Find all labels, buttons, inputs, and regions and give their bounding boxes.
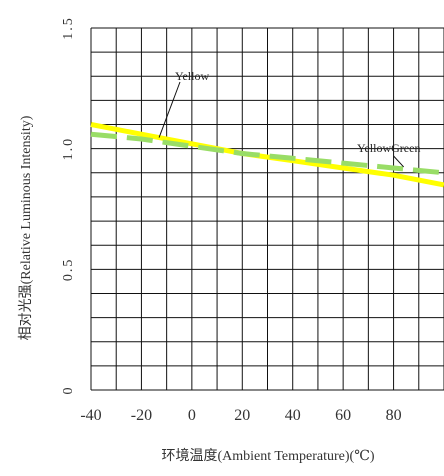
x-tick-label: 20	[234, 407, 250, 424]
series-layer	[90, 122, 444, 188]
series-line-yellow	[90, 122, 444, 188]
x-tick-label: 40	[285, 407, 301, 424]
y-tick-label: 1.0	[61, 137, 76, 161]
y-tick-label: 0	[61, 386, 76, 395]
x-tick-label: 60	[335, 407, 351, 424]
leader-line-yellow	[158, 81, 181, 138]
leader-line-yellowgreen	[393, 155, 405, 168]
series-line-yellowgreen	[90, 131, 444, 176]
label-yellowgreen: YellowGreen	[357, 141, 420, 155]
grid	[90, 27, 444, 391]
label-yellow: Yellow	[175, 69, 209, 83]
x-tick-label: -20	[131, 407, 152, 424]
y-tick-label: 0.5	[61, 258, 76, 282]
y-tick-labels: 0 0.5 1.0 1.5	[61, 16, 76, 394]
y-axis-label: 相对光强(Relative Luminous Intensity)	[18, 115, 34, 340]
x-tick-label: 80	[386, 407, 402, 424]
y-tick-label: 1.5	[61, 16, 76, 40]
series-annotations: Yellow YellowGreen	[158, 69, 420, 168]
x-axis-label: 环境温度(Ambient Temperature)(℃)	[161, 448, 374, 464]
x-tick-label: -40	[80, 407, 101, 424]
x-tick-label: 0	[188, 407, 196, 424]
x-tick-labels: -40 -20 0 20 40 60 80	[80, 407, 401, 424]
